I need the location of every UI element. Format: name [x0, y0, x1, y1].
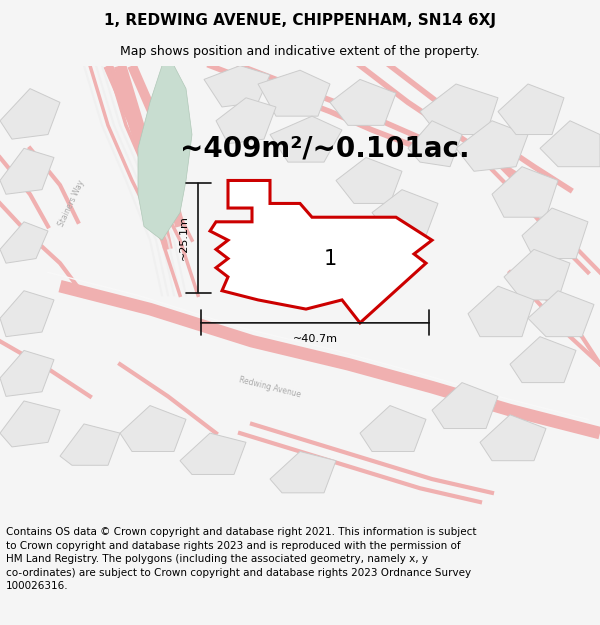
- Text: 1: 1: [323, 249, 337, 269]
- Polygon shape: [336, 158, 402, 204]
- Polygon shape: [360, 406, 426, 451]
- Polygon shape: [468, 286, 534, 337]
- Polygon shape: [0, 351, 54, 396]
- Polygon shape: [492, 167, 558, 217]
- Text: ~25.1m: ~25.1m: [179, 216, 189, 261]
- Polygon shape: [528, 291, 594, 337]
- Polygon shape: [180, 433, 246, 474]
- Polygon shape: [138, 66, 192, 240]
- Polygon shape: [0, 291, 54, 337]
- Polygon shape: [540, 121, 600, 167]
- Polygon shape: [0, 89, 60, 139]
- Text: ~409m²/~0.101ac.: ~409m²/~0.101ac.: [180, 134, 470, 162]
- Polygon shape: [0, 222, 48, 263]
- Polygon shape: [420, 84, 498, 134]
- Polygon shape: [204, 66, 270, 107]
- Text: Stainers Way: Stainers Way: [58, 179, 86, 228]
- Polygon shape: [0, 148, 54, 194]
- Text: Map shows position and indicative extent of the property.: Map shows position and indicative extent…: [120, 45, 480, 58]
- Polygon shape: [498, 84, 564, 134]
- Polygon shape: [522, 208, 588, 259]
- Polygon shape: [216, 98, 276, 144]
- Polygon shape: [330, 79, 396, 126]
- Polygon shape: [456, 121, 528, 171]
- Polygon shape: [60, 424, 120, 465]
- Polygon shape: [0, 401, 60, 447]
- Polygon shape: [120, 406, 186, 451]
- Text: Contains OS data © Crown copyright and database right 2021. This information is : Contains OS data © Crown copyright and d…: [6, 527, 476, 591]
- Polygon shape: [270, 451, 336, 493]
- Text: Redwing Avenue: Redwing Avenue: [238, 375, 302, 399]
- Polygon shape: [258, 70, 330, 116]
- Polygon shape: [372, 189, 438, 236]
- Text: ~40.7m: ~40.7m: [293, 334, 337, 344]
- Polygon shape: [408, 121, 462, 167]
- Text: 1, REDWING AVENUE, CHIPPENHAM, SN14 6XJ: 1, REDWING AVENUE, CHIPPENHAM, SN14 6XJ: [104, 14, 496, 29]
- Polygon shape: [432, 382, 498, 429]
- Polygon shape: [210, 181, 432, 323]
- Polygon shape: [510, 337, 576, 382]
- Polygon shape: [504, 249, 570, 300]
- Polygon shape: [480, 415, 546, 461]
- Polygon shape: [270, 116, 342, 162]
